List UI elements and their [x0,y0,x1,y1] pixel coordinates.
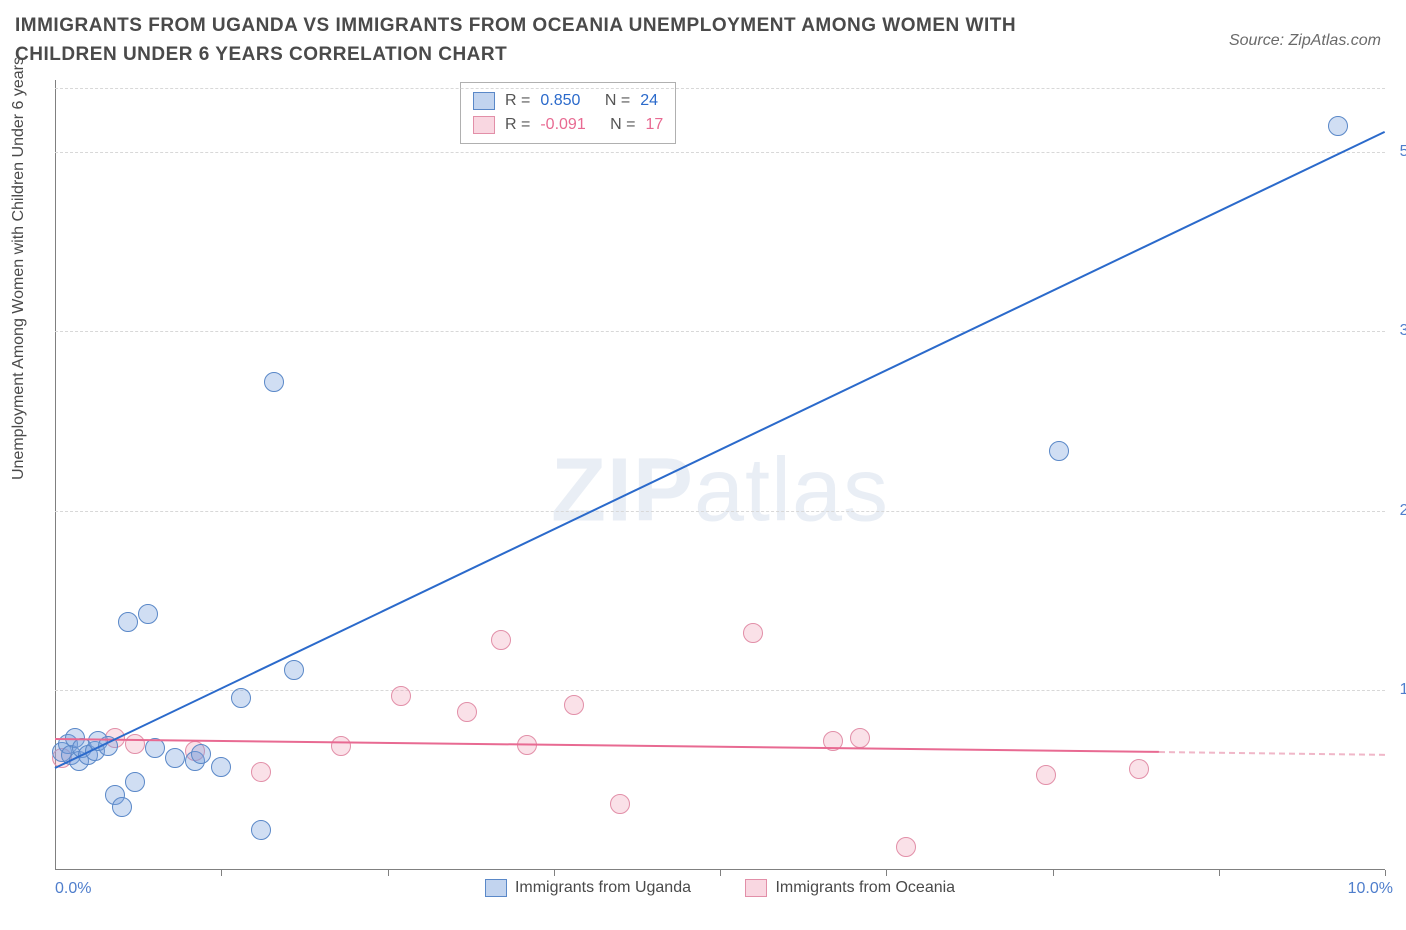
n-label: N = [605,89,630,113]
scatter-point-uganda [125,772,145,792]
source-attribution: Source: ZipAtlas.com [1229,32,1381,50]
x-tick [1053,870,1054,876]
r-label: R = [505,113,530,137]
legend-item-oceania: Immigrants from Oceania [745,879,955,897]
trendline-oceania [55,738,1159,753]
trendline-oceania-extrapolated [1159,751,1385,756]
legend-label-uganda: Immigrants from Uganda [515,879,691,897]
swatch-pink-icon [473,116,495,134]
x-tick [554,870,555,876]
x-tick [388,870,389,876]
scatter-point-uganda [284,660,304,680]
x-tick [1385,870,1386,876]
scatter-point-oceania [331,736,351,756]
scatter-point-uganda [264,372,284,392]
n-value-oceania: 17 [646,113,664,137]
scatter-point-uganda [118,612,138,632]
n-value-uganda: 24 [640,89,658,113]
legend-label-oceania: Immigrants from Oceania [775,879,955,897]
r-value-uganda: 0.850 [540,89,580,113]
scatter-point-oceania [251,762,271,782]
legend-row-uganda: R = 0.850 N = 24 [473,89,663,113]
scatter-point-uganda [112,797,132,817]
r-value-oceania: -0.091 [540,113,585,137]
scatter-point-oceania [457,702,477,722]
scatter-point-uganda [251,820,271,840]
scatter-point-uganda [138,604,158,624]
scatter-point-oceania [743,623,763,643]
legend-item-uganda: Immigrants from Uganda [485,879,691,897]
swatch-blue-icon [485,879,507,897]
scatter-point-oceania [896,837,916,857]
scatter-point-uganda [191,744,211,764]
swatch-pink-icon [745,879,767,897]
scatter-point-uganda [1049,441,1069,461]
scatter-point-oceania [391,686,411,706]
scatter-point-oceania [610,794,630,814]
watermark: ZIPatlas [551,439,889,542]
gridline [55,331,1385,332]
n-label: N = [610,113,635,137]
x-axis-min-label: 0.0% [55,880,91,898]
plot-area: ZIPatlas R = 0.850 N = 24 R = -0.091 N =… [55,80,1385,870]
y-tick-label: 12.5% [1400,681,1406,699]
x-axis-max-label: 10.0% [1348,880,1393,898]
scatter-point-oceania [491,630,511,650]
scatter-point-uganda [165,748,185,768]
gridline [55,511,1385,512]
scatter-point-oceania [1129,759,1149,779]
watermark-rest: atlas [694,440,889,540]
chart-title: IMMIGRANTS FROM UGANDA VS IMMIGRANTS FRO… [15,12,1075,69]
scatter-point-oceania [125,734,145,754]
gridline [55,690,1385,691]
gridline [55,152,1385,153]
trendline-uganda [55,130,1386,768]
series-legend: Immigrants from Uganda Immigrants from O… [55,879,1385,902]
legend-row-oceania: R = -0.091 N = 17 [473,113,663,137]
scatter-point-uganda [231,688,251,708]
gridline [55,88,1385,89]
scatter-point-oceania [850,728,870,748]
y-axis-label: Unemployment Among Women with Children U… [10,57,28,480]
y-tick-label: 25.0% [1400,502,1406,520]
y-tick-label: 37.5% [1400,322,1406,340]
x-tick [1219,870,1220,876]
r-label: R = [505,89,530,113]
swatch-blue-icon [473,92,495,110]
scatter-point-oceania [564,695,584,715]
x-tick [720,870,721,876]
scatter-point-uganda [211,757,231,777]
x-tick [886,870,887,876]
y-tick-label: 50.0% [1400,143,1406,161]
watermark-bold: ZIP [551,440,694,540]
x-tick [221,870,222,876]
scatter-point-uganda [1328,116,1348,136]
scatter-point-oceania [1036,765,1056,785]
correlation-legend: R = 0.850 N = 24 R = -0.091 N = 17 [460,82,676,144]
